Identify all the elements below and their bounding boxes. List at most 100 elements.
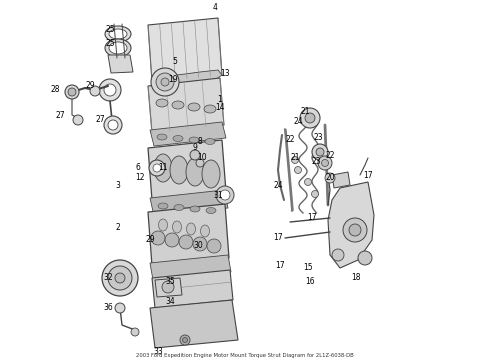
Text: 8: 8 [197,138,202,147]
Polygon shape [150,190,228,216]
Circle shape [193,237,207,251]
Polygon shape [150,300,238,348]
Text: 22: 22 [325,150,335,159]
Ellipse shape [205,139,215,144]
Circle shape [108,120,118,130]
Circle shape [316,148,324,156]
Text: 1: 1 [218,95,222,104]
Polygon shape [148,18,222,82]
Circle shape [190,150,200,160]
Text: 9: 9 [193,144,197,153]
Text: 29: 29 [85,81,95,90]
Circle shape [332,249,344,261]
Ellipse shape [105,39,131,57]
Polygon shape [152,270,233,308]
Circle shape [216,186,234,204]
Ellipse shape [189,137,199,143]
Ellipse shape [202,160,220,188]
Text: 2003 Ford Expedition Engine Motor Mount Torque Strut Diagram for 2L1Z-6038-DB: 2003 Ford Expedition Engine Motor Mount … [136,353,354,358]
Text: 10: 10 [197,153,207,162]
Text: 35: 35 [165,278,175,287]
Polygon shape [150,122,226,146]
Text: 24: 24 [293,117,303,126]
Text: 14: 14 [215,104,225,112]
Ellipse shape [154,154,172,182]
Ellipse shape [157,134,167,140]
Text: 22: 22 [285,135,295,144]
Circle shape [149,160,165,176]
Ellipse shape [156,99,168,107]
Text: 20: 20 [325,174,335,183]
Polygon shape [148,140,226,200]
Text: 23: 23 [313,134,323,143]
Text: 2: 2 [116,224,121,233]
Polygon shape [332,172,350,188]
Circle shape [165,233,179,247]
Circle shape [304,179,312,185]
Polygon shape [108,55,133,73]
Text: 16: 16 [305,278,315,287]
Text: 25: 25 [105,40,115,49]
Ellipse shape [206,207,216,213]
Ellipse shape [158,203,168,209]
Text: 30: 30 [193,240,203,249]
Polygon shape [152,70,222,88]
Text: 27: 27 [55,111,65,120]
Text: 6: 6 [136,163,141,172]
Text: 21: 21 [290,153,300,162]
Circle shape [99,79,121,101]
Circle shape [312,144,328,160]
Circle shape [108,266,132,290]
Circle shape [294,166,301,174]
Circle shape [292,157,298,163]
Circle shape [179,235,193,249]
Circle shape [325,173,335,183]
Text: 27: 27 [95,116,105,125]
Circle shape [207,239,221,253]
Circle shape [102,260,138,296]
Text: 17: 17 [273,234,283,243]
Ellipse shape [190,206,200,212]
Text: 18: 18 [351,274,361,283]
Ellipse shape [200,225,210,237]
Ellipse shape [172,101,184,109]
Ellipse shape [158,219,168,231]
Circle shape [300,108,320,128]
Ellipse shape [105,26,131,42]
Circle shape [220,190,230,200]
Text: 13: 13 [220,69,230,78]
Text: 34: 34 [165,297,175,306]
Circle shape [349,224,361,236]
Text: 31: 31 [213,190,223,199]
Circle shape [180,335,190,345]
Text: 23: 23 [311,158,321,166]
Text: 32: 32 [103,274,113,283]
Ellipse shape [174,204,184,211]
Circle shape [68,88,76,96]
Text: 28: 28 [50,85,60,94]
Text: 25: 25 [105,26,115,35]
Text: 24: 24 [273,180,283,189]
Ellipse shape [109,42,127,54]
Ellipse shape [187,223,196,235]
Circle shape [153,164,161,172]
Text: 12: 12 [135,174,145,183]
Ellipse shape [188,103,200,111]
Text: 11: 11 [158,163,168,172]
Text: 29: 29 [145,235,155,244]
Circle shape [182,338,188,342]
Circle shape [358,251,372,265]
Ellipse shape [173,135,183,141]
Text: 17: 17 [307,213,317,222]
Circle shape [151,231,165,245]
Circle shape [73,115,83,125]
Circle shape [104,84,116,96]
Ellipse shape [170,156,188,184]
Circle shape [162,281,174,293]
Circle shape [104,116,122,134]
Circle shape [115,273,125,283]
Text: 4: 4 [213,4,218,13]
Polygon shape [148,78,224,133]
Circle shape [318,156,332,170]
Text: 17: 17 [363,171,373,180]
